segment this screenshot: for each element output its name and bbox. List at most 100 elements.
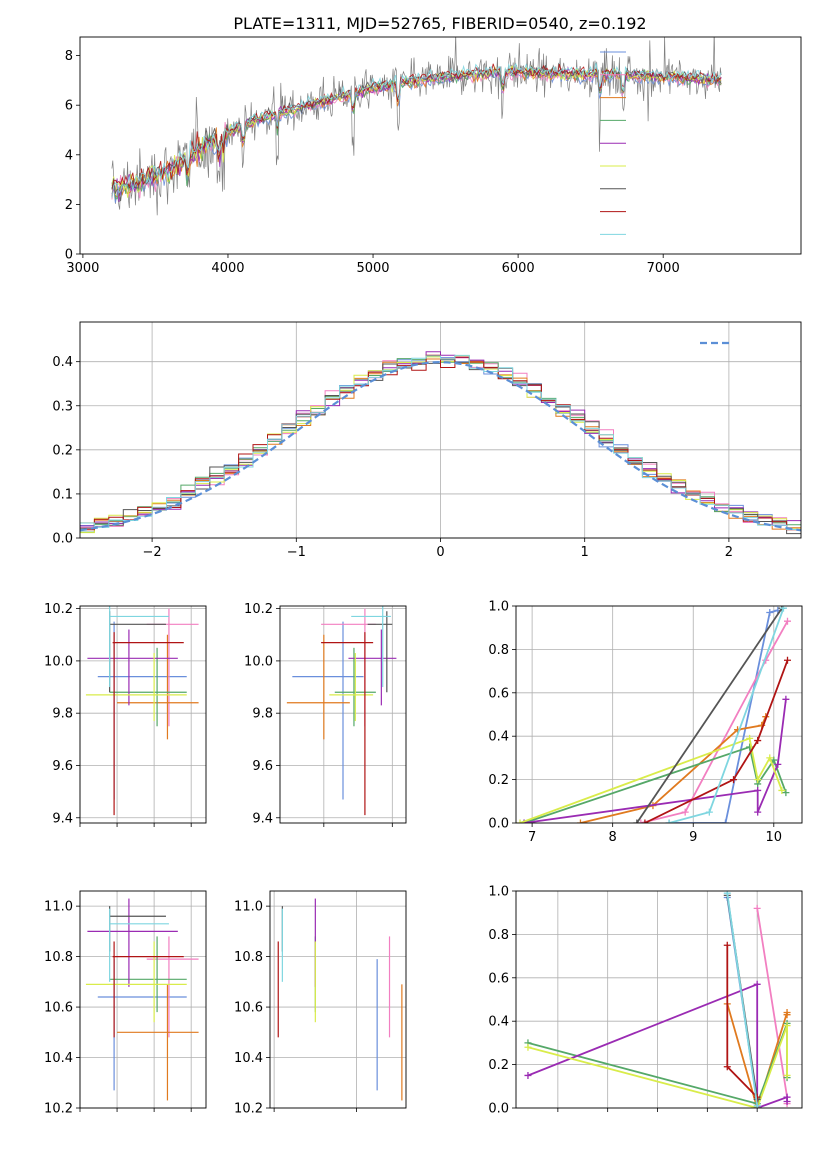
y-tick-label: 2 [65,198,73,213]
spectrum-model-kroupa_elodie [111,65,722,198]
plot-area [111,37,722,216]
series-marker-chabrier_elodie [782,789,790,797]
mass_vs_Z-panel: 10.2 10.4 10.6 10.8 11.0 [44,890,207,1117]
y-tick-label: 10.2 [44,1102,73,1117]
axes-frame [515,605,803,824]
y-tick-label: 10.6 [234,1001,263,1016]
x-tick-label: 2 [725,545,733,560]
series-line-kroupa_elodie [527,1025,788,1108]
series-marker-salpeter_miles [637,819,645,823]
histogram-step-salpeter_stelib [80,354,801,531]
plot-area [80,351,801,535]
series-marker-kroupa_elodie [778,786,786,794]
plot-area [516,606,791,823]
axes-frame [79,36,802,255]
y-tick-label: 6 [65,99,73,114]
y-tick-label: 0.0 [488,1102,509,1117]
series-marker-kroupa_miles [576,819,584,823]
spectrum-legend [600,51,626,235]
series-marker-salpeter_elodie [524,1071,532,1079]
x-tick-label: 8 [609,830,617,845]
spectrum-panel: 3000 4000 5000 6000 7000 0 2 4 6 8 [65,36,802,276]
series-marker-kroupa_elodie [524,1043,532,1051]
series-marker-salpeter_elodie [774,760,782,768]
y-tick-label: 0.2 [488,1058,509,1073]
y-tick-label: 10.2 [234,1102,263,1117]
spectrum-model-chabrier_stelib [111,64,722,202]
y-tick-label: 1.0 [488,885,509,900]
x-tick-label: −2 [143,545,162,560]
series-marker-kroupa_stelib [705,808,713,816]
series-line-salpeter_stelib [644,659,789,823]
series-marker-kroupa_stelib [753,1104,761,1108]
y-tick-label: 0.8 [488,643,509,658]
series-marker-kroupa_elodie [516,819,524,823]
y-tick-label: 0.8 [488,928,509,943]
y-tick-label: 9.6 [52,759,73,774]
x-tick-label: −1 [287,545,306,560]
series-marker-salpeter_miles [783,617,791,625]
x-tick-label: 4000 [211,261,244,276]
series-line-salpeter_miles [640,620,789,823]
massweight_vs_age-panel: 7 8 9 10 0.0 0.2 0.4 0.6 0.8 1.0 [488,600,803,845]
age_vs_mass-panel: 9.4 9.6 9.8 10.0 10.2 [244,602,407,827]
histogram-step-salpeter_elodie [80,351,801,527]
y-tick-label: 0.6 [488,971,509,986]
series-marker-kroupa_stelib [779,606,787,612]
series-marker-salpeter_stelib [754,737,762,745]
y-tick-label: 9.8 [252,707,273,722]
axes-frame [79,321,802,539]
y-tick-label: 0.2 [488,773,509,788]
y-tick-label: 9.8 [52,707,73,722]
series-marker-salpeter_miles [753,904,761,912]
y-tick-label: 1.0 [488,600,509,615]
plot-area [286,606,397,816]
y-tick-label: 10.8 [44,950,73,965]
y-tick-label: 0.4 [488,1015,509,1030]
y-tick-label: 10.0 [244,654,273,669]
y-tick-label: 11.0 [44,900,73,915]
x-tick-label: 0 [436,545,444,560]
axes-frame [279,605,407,824]
y-tick-label: 0.0 [52,532,73,547]
y-tick-label: 9.4 [52,811,73,826]
series-marker-salpeter_elodie [754,808,762,816]
y-tick-label: 11.0 [234,900,263,915]
x-tick-label: 1 [581,545,589,560]
series-marker-chabrier_stelib [633,819,641,823]
y-tick-label: 8 [65,49,73,64]
y-tick-label: 10.8 [234,950,263,965]
series-marker-kroupa_stelib [723,891,731,897]
y-tick-label: 0.4 [52,355,73,370]
y-tick-label: 10.4 [234,1051,263,1066]
series-marker-salpeter_elodie [782,695,790,703]
y-tick-label: 10.4 [44,1051,73,1066]
histogram-step-kroupa_stelib [80,354,801,530]
x-tick-label: 7 [528,830,536,845]
axes-frame [79,605,207,824]
y-tick-label: 4 [65,148,73,163]
x-tick-label: 10 [766,830,783,845]
spectrum-model-kroupa_stelib [111,62,722,198]
axes-frame [515,890,803,1109]
y-tick-label: 0.6 [488,686,509,701]
series-marker-salpeter_stelib [723,1063,731,1071]
x-tick-label: 3000 [66,261,99,276]
series-marker-salpeter_stelib [641,819,649,823]
series-marker-kroupa_stelib [665,819,673,823]
residuals-panel: −2 −1 0 1 2 0.0 0.1 0.2 0.3 0.4 [52,321,802,560]
x-tick-label: 5000 [356,261,389,276]
series-marker-kroupa_miles [783,1011,791,1019]
x-tick-label: 9 [689,830,697,845]
y-tick-label: 0.0 [488,817,509,832]
plot-area [277,898,403,1101]
series-line-chabrier_stelib [636,607,783,823]
series-marker-kroupa_elodie [746,734,754,742]
series-marker-salpeter_stelib [783,656,791,664]
plot-area [85,898,199,1101]
x-tick-label: 6000 [502,261,535,276]
y-tick-label: 0.2 [52,443,73,458]
series-line-chabrier_miles [669,609,779,823]
y-tick-label: 0.4 [488,730,509,745]
